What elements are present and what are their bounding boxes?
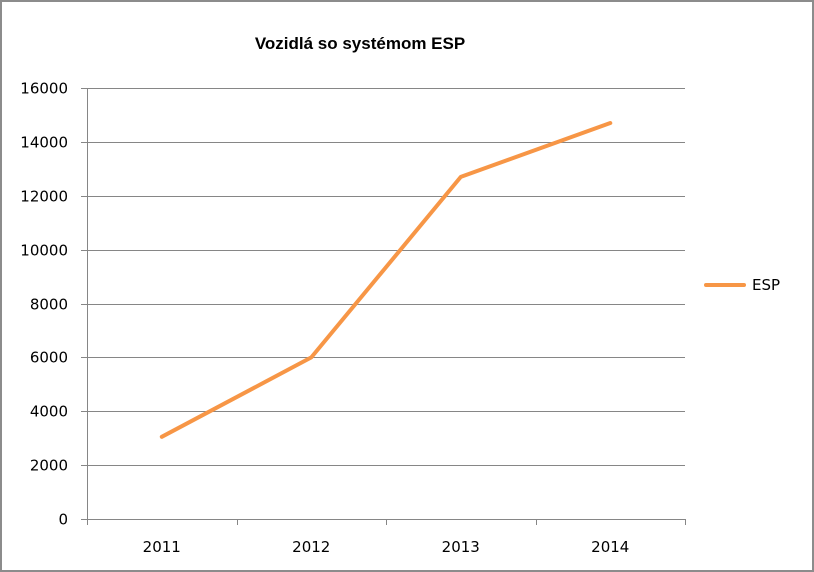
y-tick-label: 4000 [30, 403, 68, 421]
y-tick-label: 0 [58, 511, 68, 529]
x-tick-label: 2013 [442, 538, 480, 556]
x-tick-label: 2014 [591, 538, 629, 556]
y-tick-label: 2000 [30, 457, 68, 475]
x-tick-label: 2011 [143, 538, 181, 556]
y-tick-label: 14000 [20, 134, 68, 152]
series-line-esp [159, 121, 613, 439]
y-tick-label: 8000 [30, 296, 68, 314]
x-tick-label: 2012 [292, 538, 330, 556]
y-tick-label: 12000 [20, 188, 68, 206]
legend-label: ESP [752, 276, 781, 294]
y-tick-label: 6000 [30, 349, 68, 367]
legend-line-icon [704, 283, 746, 287]
y-tick-label: 16000 [20, 80, 68, 98]
y-tick-label: 10000 [20, 242, 68, 260]
chart-title: Vozidlá so systémom ESP [254, 34, 466, 53]
legend: ESP [704, 276, 780, 294]
